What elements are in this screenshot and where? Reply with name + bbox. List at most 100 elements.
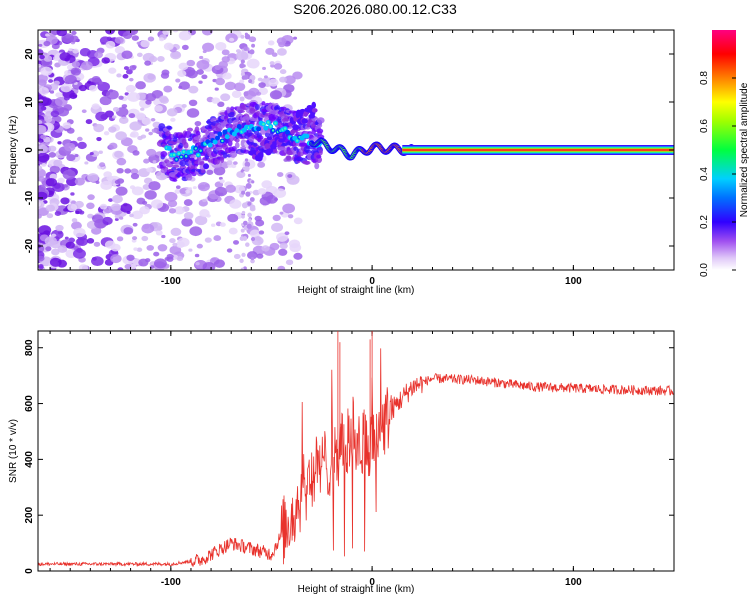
noise-blob [38,43,43,47]
y-tick-label: 10 [24,96,35,108]
noise-blob [244,161,251,168]
noise-blob [214,186,228,197]
noise-blob [258,82,266,88]
ridge-core [267,121,270,124]
noise-blob [146,244,155,251]
noise-blob [188,99,198,107]
noise-blob [233,82,246,92]
ridge-blob [215,146,223,151]
noise-blob [140,107,145,111]
noise-blob [266,194,278,204]
noise-blob [123,227,134,235]
noise-blob [80,61,93,71]
noise-blob [128,77,134,82]
noise-blob [48,145,57,152]
noise-blob [269,61,275,66]
ridge-blob [277,121,282,127]
noise-blob [148,131,153,136]
x-tick-label: -100 [161,276,181,287]
spectrogram-y-label: Frequency (Hz) [8,116,19,185]
noise-blob [241,75,246,80]
noise-blob [221,49,230,56]
noise-blob [60,83,72,93]
noise-blob [242,220,248,226]
x-tick-label: 100 [565,577,582,588]
noise-blob [145,128,150,132]
noise-blob [125,84,136,93]
noise-blob [38,104,44,114]
noise-blob [153,258,167,269]
ridge-blob [292,124,300,131]
noise-blob [162,30,170,35]
noise-blob [233,253,241,260]
colorbar-ticks: 0.0 0.2 0.4 0.6 0.8 [699,71,736,277]
noise-blob [66,154,76,162]
ridge-core [224,134,230,140]
noise-blob [229,37,235,42]
noise-blob [63,95,70,101]
noise-blob [45,204,56,212]
noise-blob [269,90,283,100]
noise-blob [141,117,152,125]
noise-blob [115,186,128,196]
noise-blob [188,187,193,191]
noise-blob [167,44,174,49]
noise-blob [175,78,181,83]
noise-blob [55,224,64,232]
noise-blob [114,213,121,219]
noise-blob [202,261,216,270]
ridge-core [177,152,181,155]
noise-blob [147,36,155,42]
ridge-blob [220,156,225,163]
noise-blob [91,75,101,83]
noise-blob [43,40,51,47]
y-tick-label: 0 [24,568,35,574]
noise-blob [73,227,86,238]
noise-blob [125,30,139,36]
y-tick-label: 600 [24,395,35,412]
noise-blob [244,158,249,162]
noise-blob [156,226,163,231]
noise-blob [40,66,53,76]
noise-blob [64,236,69,240]
noise-blob [114,150,124,158]
noise-blob [111,194,123,204]
ridge-blob [311,108,318,113]
colorbar-tick-label: 0.8 [699,71,710,85]
noise-blob [241,252,246,257]
ridge-core [194,147,197,150]
ridge-blob [229,111,235,116]
noise-blob [128,113,136,119]
ridge-blob [264,132,270,138]
noise-blob [160,72,170,79]
noise-blob [72,248,86,259]
noise-blob [70,67,82,76]
noise-blob [284,231,290,236]
noise-blob [71,30,77,36]
noise-blob [284,75,296,85]
noise-blob [93,241,101,247]
noise-blob [166,108,178,117]
noise-blob [45,246,52,252]
ridge-blob [254,103,260,110]
noise-blob [41,163,47,167]
ridge-blob [229,150,238,158]
ridge-core [172,153,176,157]
noise-blob [255,219,265,227]
noise-blob [246,251,258,260]
ridge-blob [299,142,308,147]
noise-blob [39,54,45,60]
y-tick-label: 800 [24,339,35,356]
ridge-core [184,155,188,158]
noise-blob [129,132,136,138]
noise-blob [186,59,196,67]
noise-blob [119,216,124,220]
noise-blob [240,59,245,64]
colorbar-tick-label: 0.6 [699,119,710,133]
ridge-core [222,129,228,135]
noise-blob [57,245,68,253]
noise-blob [181,44,189,50]
noise-blob [179,81,191,90]
noise-blob [218,60,229,69]
noise-blob [167,199,178,208]
